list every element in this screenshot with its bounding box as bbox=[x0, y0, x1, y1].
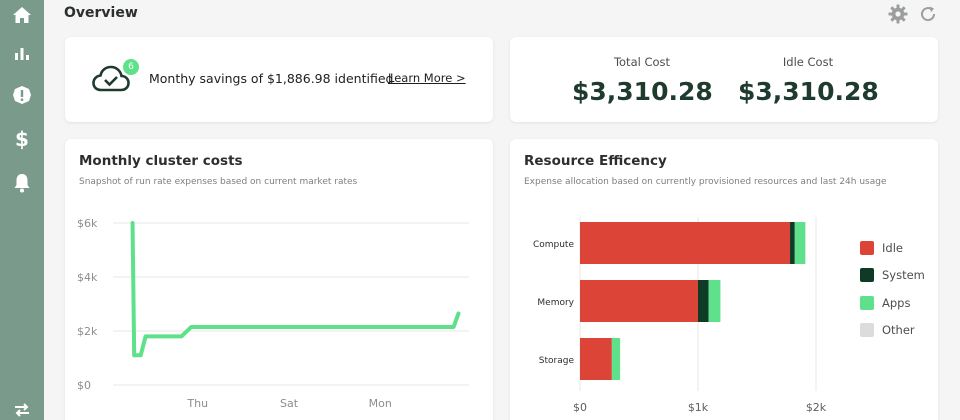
sidebar-item-home[interactable] bbox=[0, 0, 44, 30]
total-cost-block: Total Cost $3,310.28 bbox=[572, 55, 713, 106]
savings-message: Monthy savings of $1,886.98 identified bbox=[149, 71, 394, 86]
gear-icon bbox=[888, 4, 908, 24]
legend-item-apps: Apps bbox=[860, 289, 925, 317]
cost-summary-card: Total Cost $3,310.28 Idle Cost $3,310.28 bbox=[510, 37, 938, 122]
x-tick-label: Sat bbox=[280, 397, 299, 410]
legend-swatch bbox=[860, 295, 874, 310]
resource-efficiency-title: Resource Efficency bbox=[524, 153, 667, 169]
dollar-icon: $ bbox=[15, 128, 29, 150]
bar-segment-apps bbox=[708, 280, 721, 322]
idle-cost-label: Idle Cost bbox=[782, 55, 834, 69]
legend-swatch bbox=[860, 323, 874, 338]
idle-cost-value: $3,310.28 bbox=[738, 77, 879, 106]
bar-segment-apps bbox=[611, 338, 621, 380]
page-title: Overview bbox=[64, 5, 138, 21]
bar-segment-idle bbox=[580, 280, 698, 322]
bar-segment-idle bbox=[580, 222, 791, 264]
resource-efficiency-card: Resource Efficency Expense allocation ba… bbox=[510, 139, 938, 420]
y-tick-label: $2k bbox=[77, 325, 98, 338]
alert-icon bbox=[13, 86, 31, 104]
bar-segment-system bbox=[790, 222, 795, 264]
settings-button[interactable] bbox=[888, 4, 908, 24]
x-tick-label: Mon bbox=[369, 397, 392, 410]
category-label: Storage bbox=[539, 356, 575, 366]
learn-more-link[interactable]: Learn More > bbox=[388, 71, 466, 85]
resource-efficiency-subtitle: Expense allocation based on currently pr… bbox=[524, 177, 887, 187]
x-tick-label: $2k bbox=[806, 401, 827, 414]
sidebar-item-savings[interactable]: $ bbox=[0, 124, 44, 154]
y-tick-label: $0 bbox=[77, 379, 91, 392]
sidebar: $ bbox=[0, 0, 44, 420]
cluster-costs-title: Monthly cluster costs bbox=[79, 153, 243, 169]
legend-item-system: System bbox=[860, 262, 925, 290]
cloud-check-icon bbox=[92, 65, 130, 92]
bell-icon bbox=[14, 174, 30, 193]
svg-text:$: $ bbox=[15, 128, 29, 150]
idle-cost-block: Idle Cost $3,310.28 bbox=[738, 55, 879, 106]
x-tick-label: Thu bbox=[186, 397, 208, 410]
legend-label: System bbox=[882, 268, 925, 283]
legend-label: Other bbox=[882, 323, 915, 338]
category-label: Compute bbox=[533, 240, 575, 250]
resource-legend: Idle System Apps Other bbox=[860, 234, 925, 344]
legend-swatch bbox=[860, 268, 874, 283]
cost-series-line bbox=[130, 221, 461, 358]
sidebar-item-notifications[interactable] bbox=[0, 168, 44, 198]
total-cost-value: $3,310.28 bbox=[572, 77, 713, 106]
cluster-costs-line-chart: $0 $2k $4k $6k Thu Sat Mon bbox=[77, 217, 469, 410]
legend-item-idle: Idle bbox=[860, 234, 925, 262]
data-point bbox=[132, 222, 134, 224]
legend-label: Apps bbox=[882, 295, 911, 310]
legend-item-other: Other bbox=[860, 317, 925, 345]
bar-segment-system bbox=[698, 280, 709, 322]
cluster-costs-card: Monthly cluster costs Snapshot of run ra… bbox=[65, 139, 493, 420]
x-tick-label: $1k bbox=[688, 401, 709, 414]
sidebar-item-reports[interactable] bbox=[0, 39, 44, 69]
bar-segment-apps bbox=[794, 222, 806, 264]
data-point bbox=[190, 326, 192, 328]
category-label: Memory bbox=[537, 298, 574, 308]
swap-arrows-icon bbox=[15, 403, 29, 417]
savings-count-badge: 6 bbox=[123, 59, 139, 75]
home-icon bbox=[13, 7, 31, 23]
data-point bbox=[133, 354, 135, 356]
bar-segment-idle bbox=[580, 338, 612, 380]
savings-card: 6 Monthy savings of $1,886.98 identified… bbox=[65, 37, 493, 122]
cluster-costs-subtitle: Snapshot of run rate expenses based on c… bbox=[79, 177, 358, 187]
legend-label: Idle bbox=[882, 240, 903, 255]
data-point bbox=[180, 335, 182, 337]
data-point bbox=[145, 335, 147, 337]
x-tick-label: $0 bbox=[573, 401, 587, 414]
y-tick-label: $4k bbox=[77, 271, 98, 284]
bar-chart-icon bbox=[15, 48, 29, 60]
resource-efficiency-bar-chart: $0 $1k $2k Compute Memory Storage bbox=[533, 217, 827, 414]
sidebar-collapse-button[interactable] bbox=[0, 398, 44, 420]
sidebar-item-alerts[interactable] bbox=[0, 80, 44, 110]
data-point bbox=[457, 312, 459, 314]
y-tick-label: $6k bbox=[77, 217, 98, 230]
total-cost-label: Total Cost bbox=[613, 55, 671, 69]
refresh-icon bbox=[921, 6, 936, 22]
refresh-button[interactable] bbox=[918, 4, 938, 24]
data-point bbox=[140, 354, 142, 356]
data-point bbox=[453, 326, 455, 328]
legend-swatch bbox=[860, 240, 874, 255]
